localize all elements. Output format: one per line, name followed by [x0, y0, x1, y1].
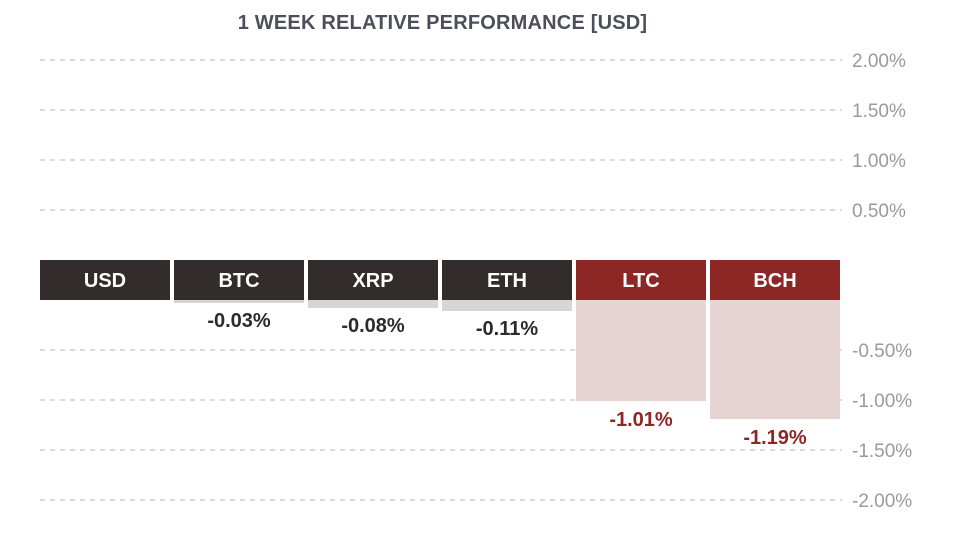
data-label-ltc: -1.01%: [609, 409, 673, 431]
y-tick-label: 0.50%: [852, 201, 906, 222]
data-label-eth: -0.11%: [476, 318, 538, 340]
header-tile-xrp: [308, 260, 438, 300]
label-layer: -0.03% -0.08% -0.11% -1.01% -1.19%: [207, 310, 807, 449]
data-label-btc: -0.03%: [207, 310, 271, 332]
y-tick-label: -1.50%: [852, 441, 912, 462]
header-tile-btc: [174, 260, 304, 300]
category-label: XRP: [352, 270, 393, 292]
y-tick-label: -0.50%: [852, 341, 912, 362]
category-label: LTC: [622, 270, 659, 292]
category-label: ETH: [487, 270, 527, 292]
header-tile-eth: [442, 260, 572, 300]
y-tick-label: -2.00%: [852, 491, 912, 512]
category-label: BCH: [753, 270, 796, 292]
data-label-bch: -1.19%: [743, 427, 807, 449]
header-tile-ltc: [576, 260, 706, 300]
data-label-xrp: -0.08%: [341, 315, 405, 337]
header-layer: USD BTC XRP ETH LTC BCH: [40, 260, 840, 300]
y-tick-label: -1.00%: [852, 391, 912, 412]
category-label: USD: [84, 270, 126, 292]
category-label: BTC: [218, 270, 259, 292]
y-tick-label: 1.00%: [852, 151, 906, 172]
header-tile-usd: [40, 260, 170, 300]
y-tick-label: 2.00%: [852, 51, 906, 72]
header-tile-bch: [710, 260, 840, 300]
chart-title: 1 WEEK RELATIVE PERFORMANCE [USD]: [237, 12, 648, 34]
grid-layer: 2.00% 1.50% 1.00% 0.50% -0.50% -1.00% -1.50% -2…: [40, 51, 912, 512]
y-tick-label: 1.50%: [852, 101, 906, 122]
